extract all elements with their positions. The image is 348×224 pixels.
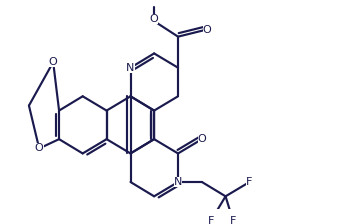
Text: O: O [198,134,206,144]
Text: O: O [49,57,57,67]
Text: N: N [126,63,135,73]
Text: F: F [246,177,253,187]
Text: N: N [174,177,182,187]
Text: O: O [203,24,211,34]
Text: O: O [150,14,158,24]
Text: F: F [230,215,236,224]
Text: O: O [35,144,44,153]
Text: F: F [207,216,214,224]
